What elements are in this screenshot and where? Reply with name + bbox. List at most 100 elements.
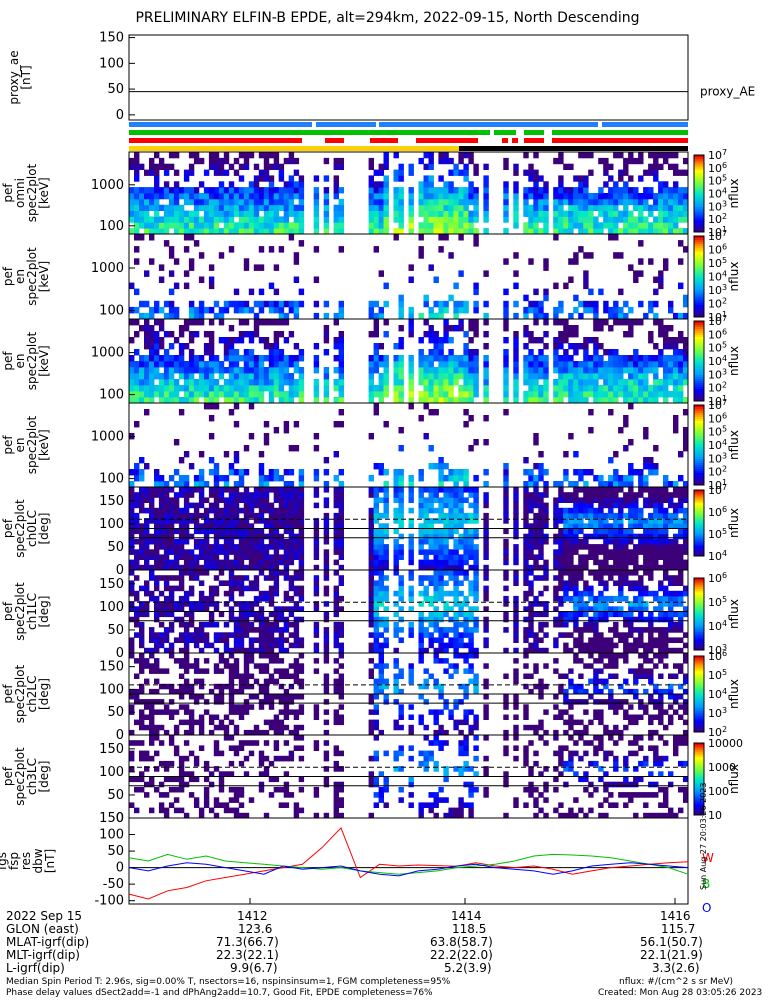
spectrogram-cell — [268, 210, 275, 217]
spectrogram-cell — [638, 533, 644, 540]
spectrogram-cell — [633, 595, 639, 602]
spectrogram-cell — [373, 637, 379, 643]
spectrogram-cell — [608, 457, 614, 464]
spectrogram-cell — [223, 187, 230, 194]
spectrogram-cell — [268, 658, 275, 664]
proxy-ae-tick-label: 0 — [116, 108, 124, 123]
spectrogram-cell — [653, 276, 659, 283]
spectrogram-cell — [373, 246, 379, 253]
spectrogram-cell — [598, 187, 604, 194]
spectrogram-cell — [468, 210, 474, 217]
spectrogram-cell — [323, 627, 330, 633]
spectrogram-cell — [633, 518, 639, 524]
spectrogram-cell — [373, 549, 379, 555]
spectrogram-cell — [648, 487, 654, 493]
spectrogram-cell — [453, 492, 459, 498]
spectrogram-cell — [528, 475, 534, 482]
spectrogram-cell — [433, 331, 439, 338]
spectrogram-cell — [643, 391, 649, 398]
spectrogram-cell — [323, 379, 330, 386]
spectrogram-cell — [668, 518, 674, 524]
spectrogram-cell — [208, 319, 215, 326]
spectrogram-cell — [134, 606, 140, 612]
spectrogram-cell — [198, 627, 205, 633]
spectrogram-cell — [253, 694, 260, 700]
spectrogram-cell — [483, 497, 489, 503]
spectrogram-ch1 — [129, 570, 689, 654]
spectrogram-cell — [173, 538, 180, 545]
spectrogram-cell — [443, 204, 449, 211]
spectrogram-cell — [633, 216, 639, 223]
spectrogram-cell — [623, 157, 629, 165]
spectrogram-cell — [378, 570, 384, 576]
spectrogram-cell — [433, 204, 439, 211]
spectrogram-cell — [648, 554, 654, 560]
spectrogram-cell — [558, 385, 564, 392]
spectrogram-cell — [149, 198, 155, 206]
spectrogram-cell — [253, 325, 260, 332]
spectrogram-cell — [268, 181, 275, 188]
spectrogram-cell — [253, 647, 260, 654]
spectrogram-cell — [608, 564, 614, 571]
spectrogram-cell — [583, 590, 589, 597]
spectrogram-cell — [368, 163, 374, 170]
spectrogram-cell — [253, 616, 260, 623]
spectrogram-cell — [418, 538, 424, 545]
spectrogram-cell — [673, 181, 679, 188]
spectrogram-cell — [253, 595, 260, 602]
spectrogram-cell — [583, 300, 589, 308]
spectrogram-cell — [253, 549, 260, 555]
spectrogram-cell — [643, 355, 649, 362]
spectrogram-cell — [483, 570, 489, 576]
spectrogram-cell — [283, 421, 290, 428]
spectrogram-cell — [188, 512, 195, 519]
spectrogram-cell — [523, 152, 529, 159]
spectrogram-cell — [268, 518, 275, 524]
spectrogram-cell — [373, 611, 379, 618]
spectrogram-cell — [613, 627, 619, 633]
spectrogram-cell — [428, 564, 434, 571]
spectrogram-cell — [658, 379, 664, 386]
spectrogram-cell — [468, 512, 474, 519]
spectrogram-cell — [144, 528, 150, 535]
spectrogram-cell — [468, 502, 474, 509]
spectrogram-cell — [483, 373, 489, 380]
spectrogram-cell — [448, 637, 454, 643]
spectrogram-cell — [423, 518, 429, 524]
spectrogram-cell — [523, 487, 529, 493]
spectrogram-cell — [228, 391, 235, 398]
spectrogram-cell — [683, 355, 689, 362]
spectrogram-cell — [338, 157, 344, 165]
spectrogram-cell — [588, 570, 594, 576]
spectrogram-cell — [253, 210, 260, 217]
spectrogram-cell — [228, 704, 235, 710]
spectrogram-cell — [573, 580, 579, 586]
spectrogram-cell — [653, 204, 659, 211]
spectrogram-cell — [139, 637, 145, 643]
spectrogram-cell — [483, 181, 489, 188]
spectrogram-cell — [578, 152, 584, 159]
spectrogram-cell — [298, 210, 305, 217]
spectrogram-cell — [578, 385, 584, 392]
spectrogram-cell — [158, 385, 165, 392]
spectrogram-cell — [418, 497, 424, 503]
spectrogram-cell — [443, 580, 449, 586]
spectrogram-cell — [528, 570, 534, 576]
spectrogram-cell — [653, 616, 659, 623]
plot-title: PRELIMINARY ELFIN-B EPDE, alt=294km, 202… — [135, 10, 640, 26]
spectrogram-cell — [658, 181, 664, 188]
spectrogram-cell — [183, 709, 190, 715]
spectrogram-cell — [338, 544, 344, 550]
spectrogram-cell — [198, 694, 205, 700]
spectrogram-cell — [223, 337, 230, 344]
spectrogram-cell — [243, 632, 250, 638]
spectrogram-cell — [134, 234, 140, 241]
spectrogram-cell — [218, 312, 225, 320]
spectrogram-cell — [483, 367, 489, 374]
spectrogram-cell — [383, 549, 389, 555]
spectrogram-cell — [503, 492, 509, 498]
spectrogram-cell — [323, 590, 330, 597]
spectrogram-cell — [258, 451, 265, 458]
spectrogram-cell — [458, 169, 464, 176]
spectrogram-cell — [268, 187, 275, 194]
